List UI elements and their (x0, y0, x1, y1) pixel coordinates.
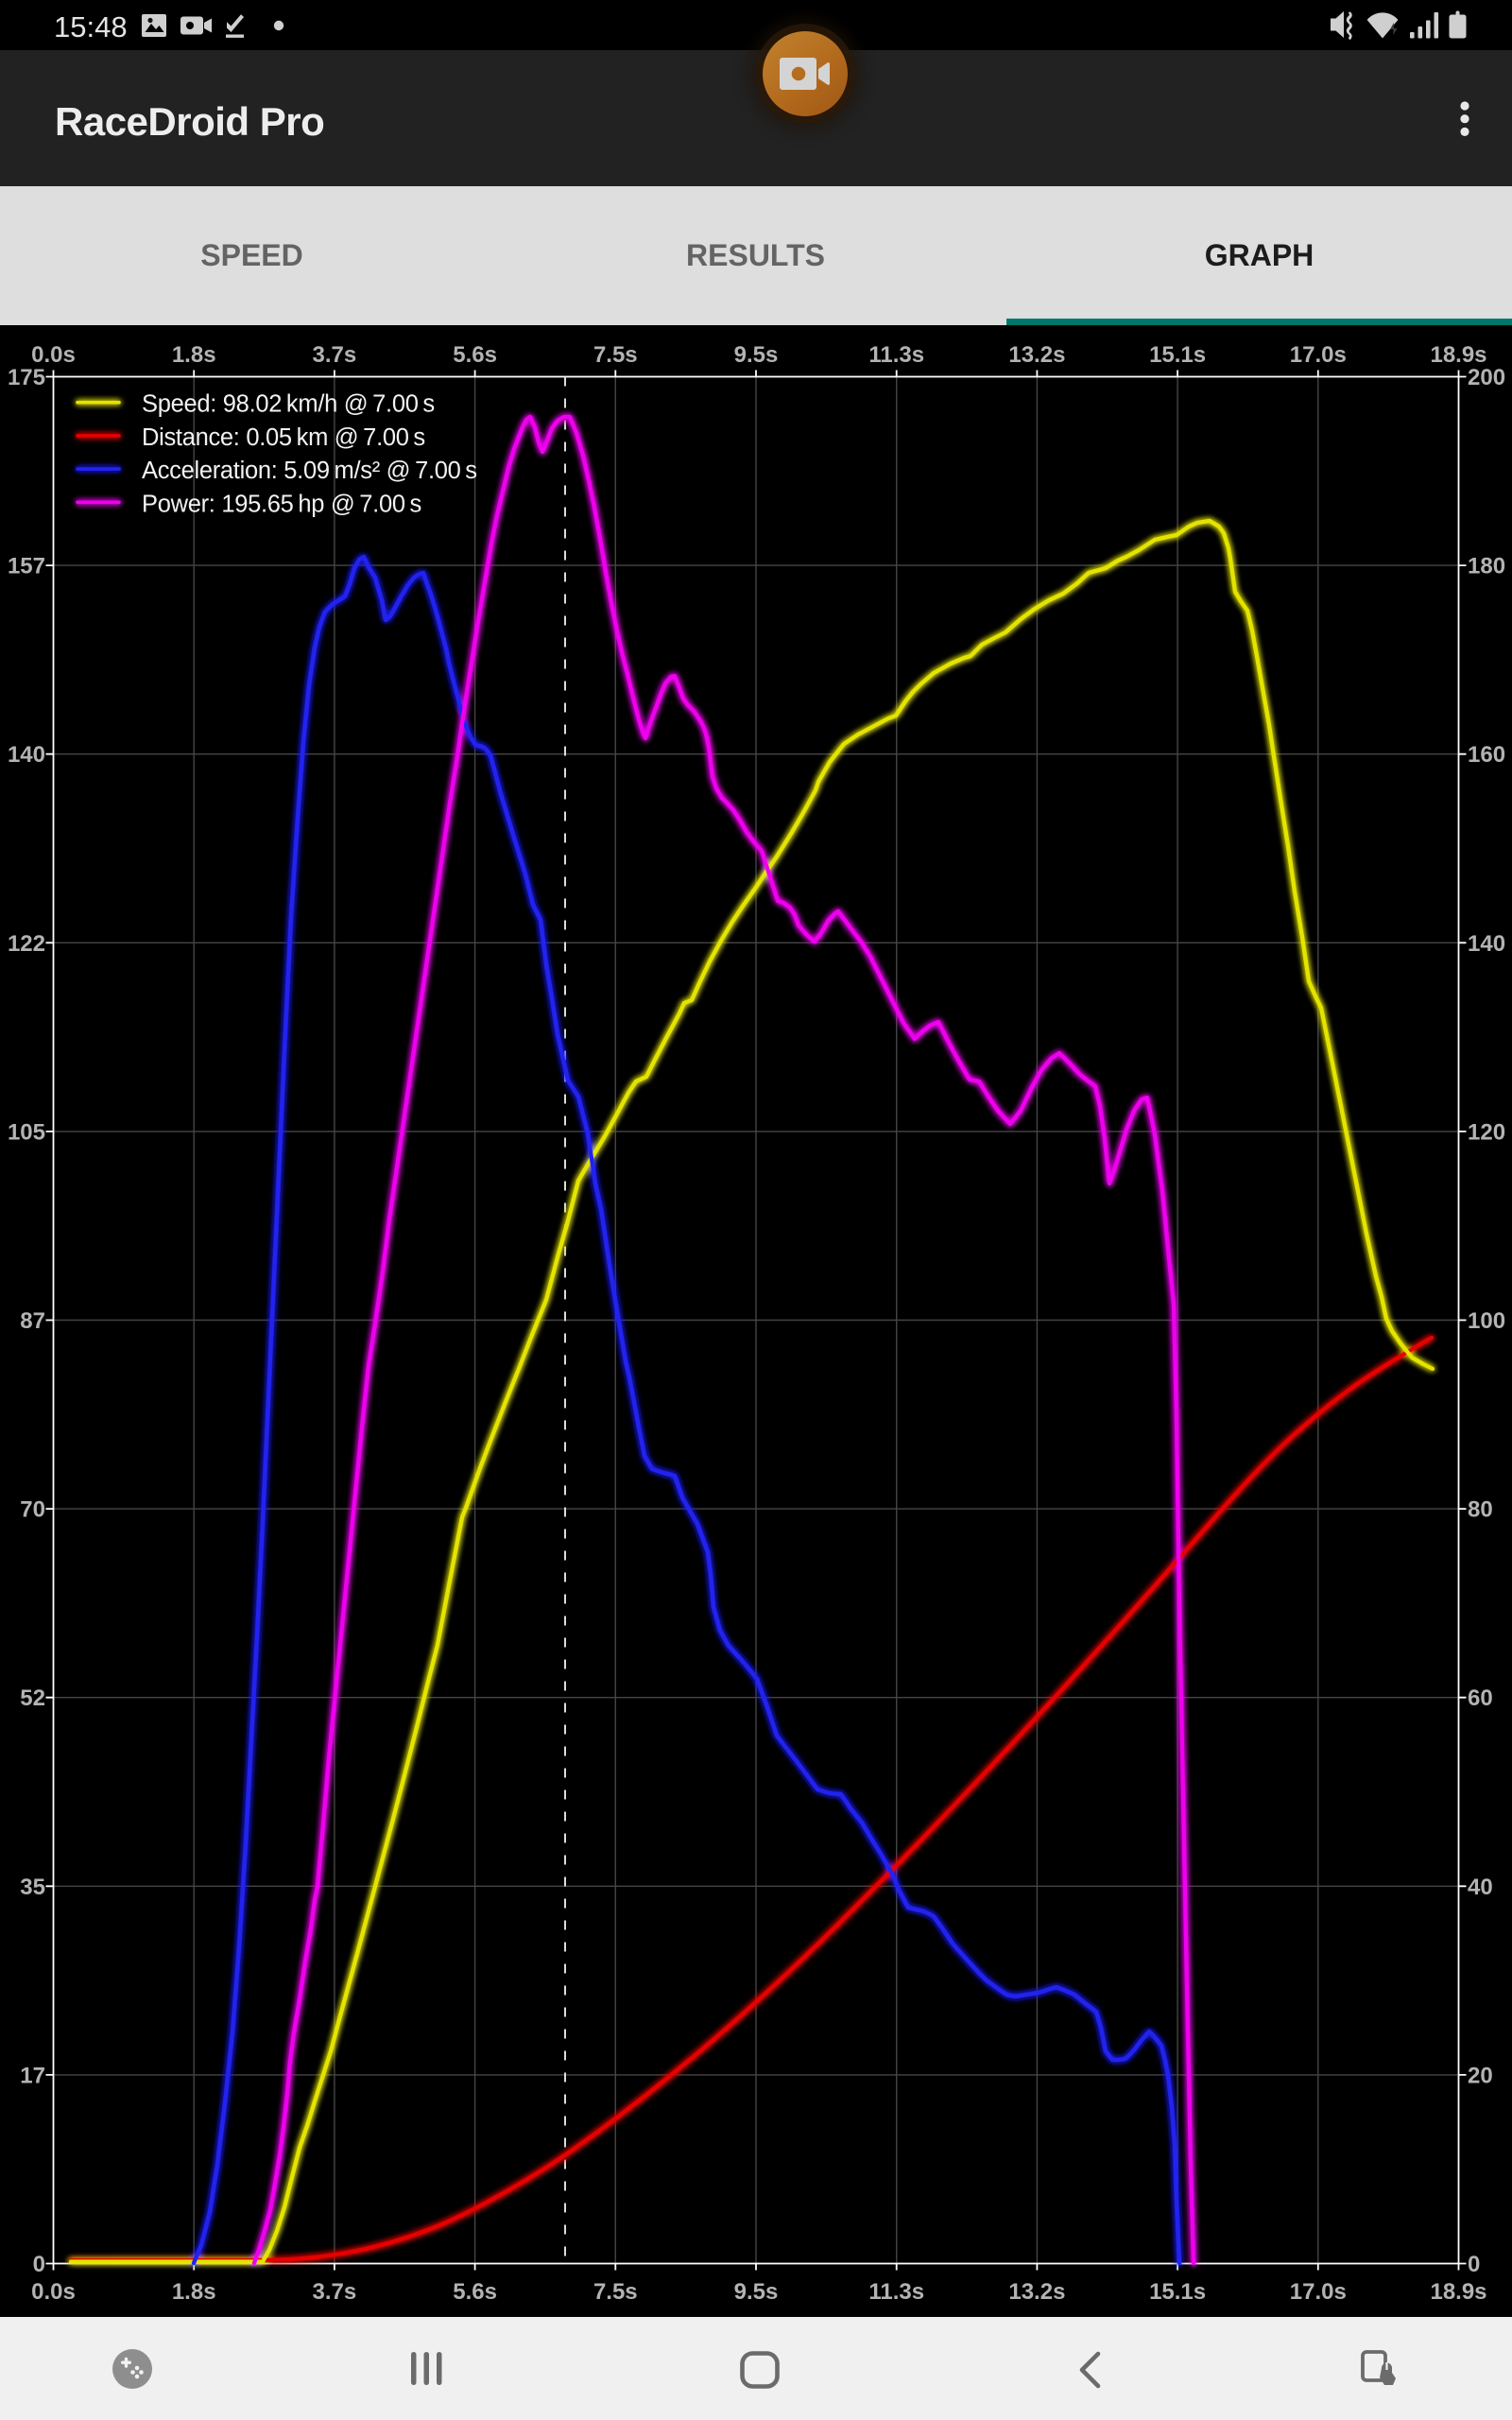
svg-text:180: 180 (1468, 554, 1505, 579)
svg-text:157: 157 (8, 554, 45, 579)
svg-text:15.1s: 15.1s (1149, 342, 1206, 368)
svg-text:5.6s: 5.6s (453, 2279, 497, 2305)
svg-text:17: 17 (20, 2063, 45, 2088)
svg-text:15.1s: 15.1s (1149, 2279, 1206, 2305)
svg-text:18.9s: 18.9s (1430, 2279, 1486, 2305)
svg-text:13.2s: 13.2s (1008, 2279, 1065, 2305)
svg-text:175: 175 (8, 365, 45, 390)
svg-text:18.9s: 18.9s (1430, 342, 1486, 368)
svg-text:87: 87 (20, 1308, 45, 1334)
svg-text:17.0s: 17.0s (1290, 2279, 1347, 2305)
svg-text:52: 52 (20, 1685, 45, 1711)
svg-text:Speed: 98.02 km/h @ 7.00 s: Speed: 98.02 km/h @ 7.00 s (142, 391, 435, 418)
svg-text:120: 120 (1468, 1119, 1505, 1145)
svg-text:17.0s: 17.0s (1290, 342, 1347, 368)
svg-text:122: 122 (8, 931, 45, 957)
svg-text:Distance: 0.05 km @ 7.00 s: Distance: 0.05 km @ 7.00 s (142, 424, 425, 451)
svg-text:140: 140 (8, 742, 45, 768)
svg-text:100: 100 (1468, 1308, 1505, 1334)
svg-text:140: 140 (1468, 931, 1505, 957)
svg-text:11.3s: 11.3s (868, 2279, 924, 2305)
svg-text:80: 80 (1468, 1497, 1493, 1523)
svg-text:1.8s: 1.8s (172, 342, 216, 368)
svg-text:Acceleration: 5.09 m/s² @ 7.00: Acceleration: 5.09 m/s² @ 7.00 s (142, 458, 477, 484)
svg-text:70: 70 (20, 1497, 45, 1523)
svg-text:160: 160 (1468, 742, 1505, 768)
svg-text:5.6s: 5.6s (453, 342, 497, 368)
svg-text:3.7s: 3.7s (313, 2279, 357, 2305)
svg-text:13.2s: 13.2s (1008, 342, 1065, 368)
svg-text:40: 40 (1468, 1875, 1493, 1900)
svg-text:20: 20 (1468, 2063, 1493, 2088)
svg-text:1.8s: 1.8s (172, 2279, 216, 2305)
svg-text:0: 0 (33, 2252, 45, 2277)
svg-text:Power: 195.65 hp @ 7.00 s: Power: 195.65 hp @ 7.00 s (142, 491, 421, 517)
svg-text:60: 60 (1468, 1685, 1493, 1711)
svg-text:0.0s: 0.0s (31, 342, 76, 368)
svg-text:105: 105 (8, 1119, 45, 1145)
svg-text:11.3s: 11.3s (868, 342, 924, 368)
svg-text:0.0s: 0.0s (31, 2279, 76, 2305)
svg-text:9.5s: 9.5s (734, 2279, 779, 2305)
svg-text:35: 35 (20, 1875, 45, 1900)
svg-text:9.5s: 9.5s (734, 342, 779, 368)
svg-text:200: 200 (1468, 365, 1505, 390)
svg-text:0: 0 (1468, 2252, 1480, 2277)
svg-text:7.5s: 7.5s (593, 2279, 638, 2305)
svg-text:3.7s: 3.7s (313, 342, 357, 368)
svg-text:7.5s: 7.5s (593, 342, 638, 368)
